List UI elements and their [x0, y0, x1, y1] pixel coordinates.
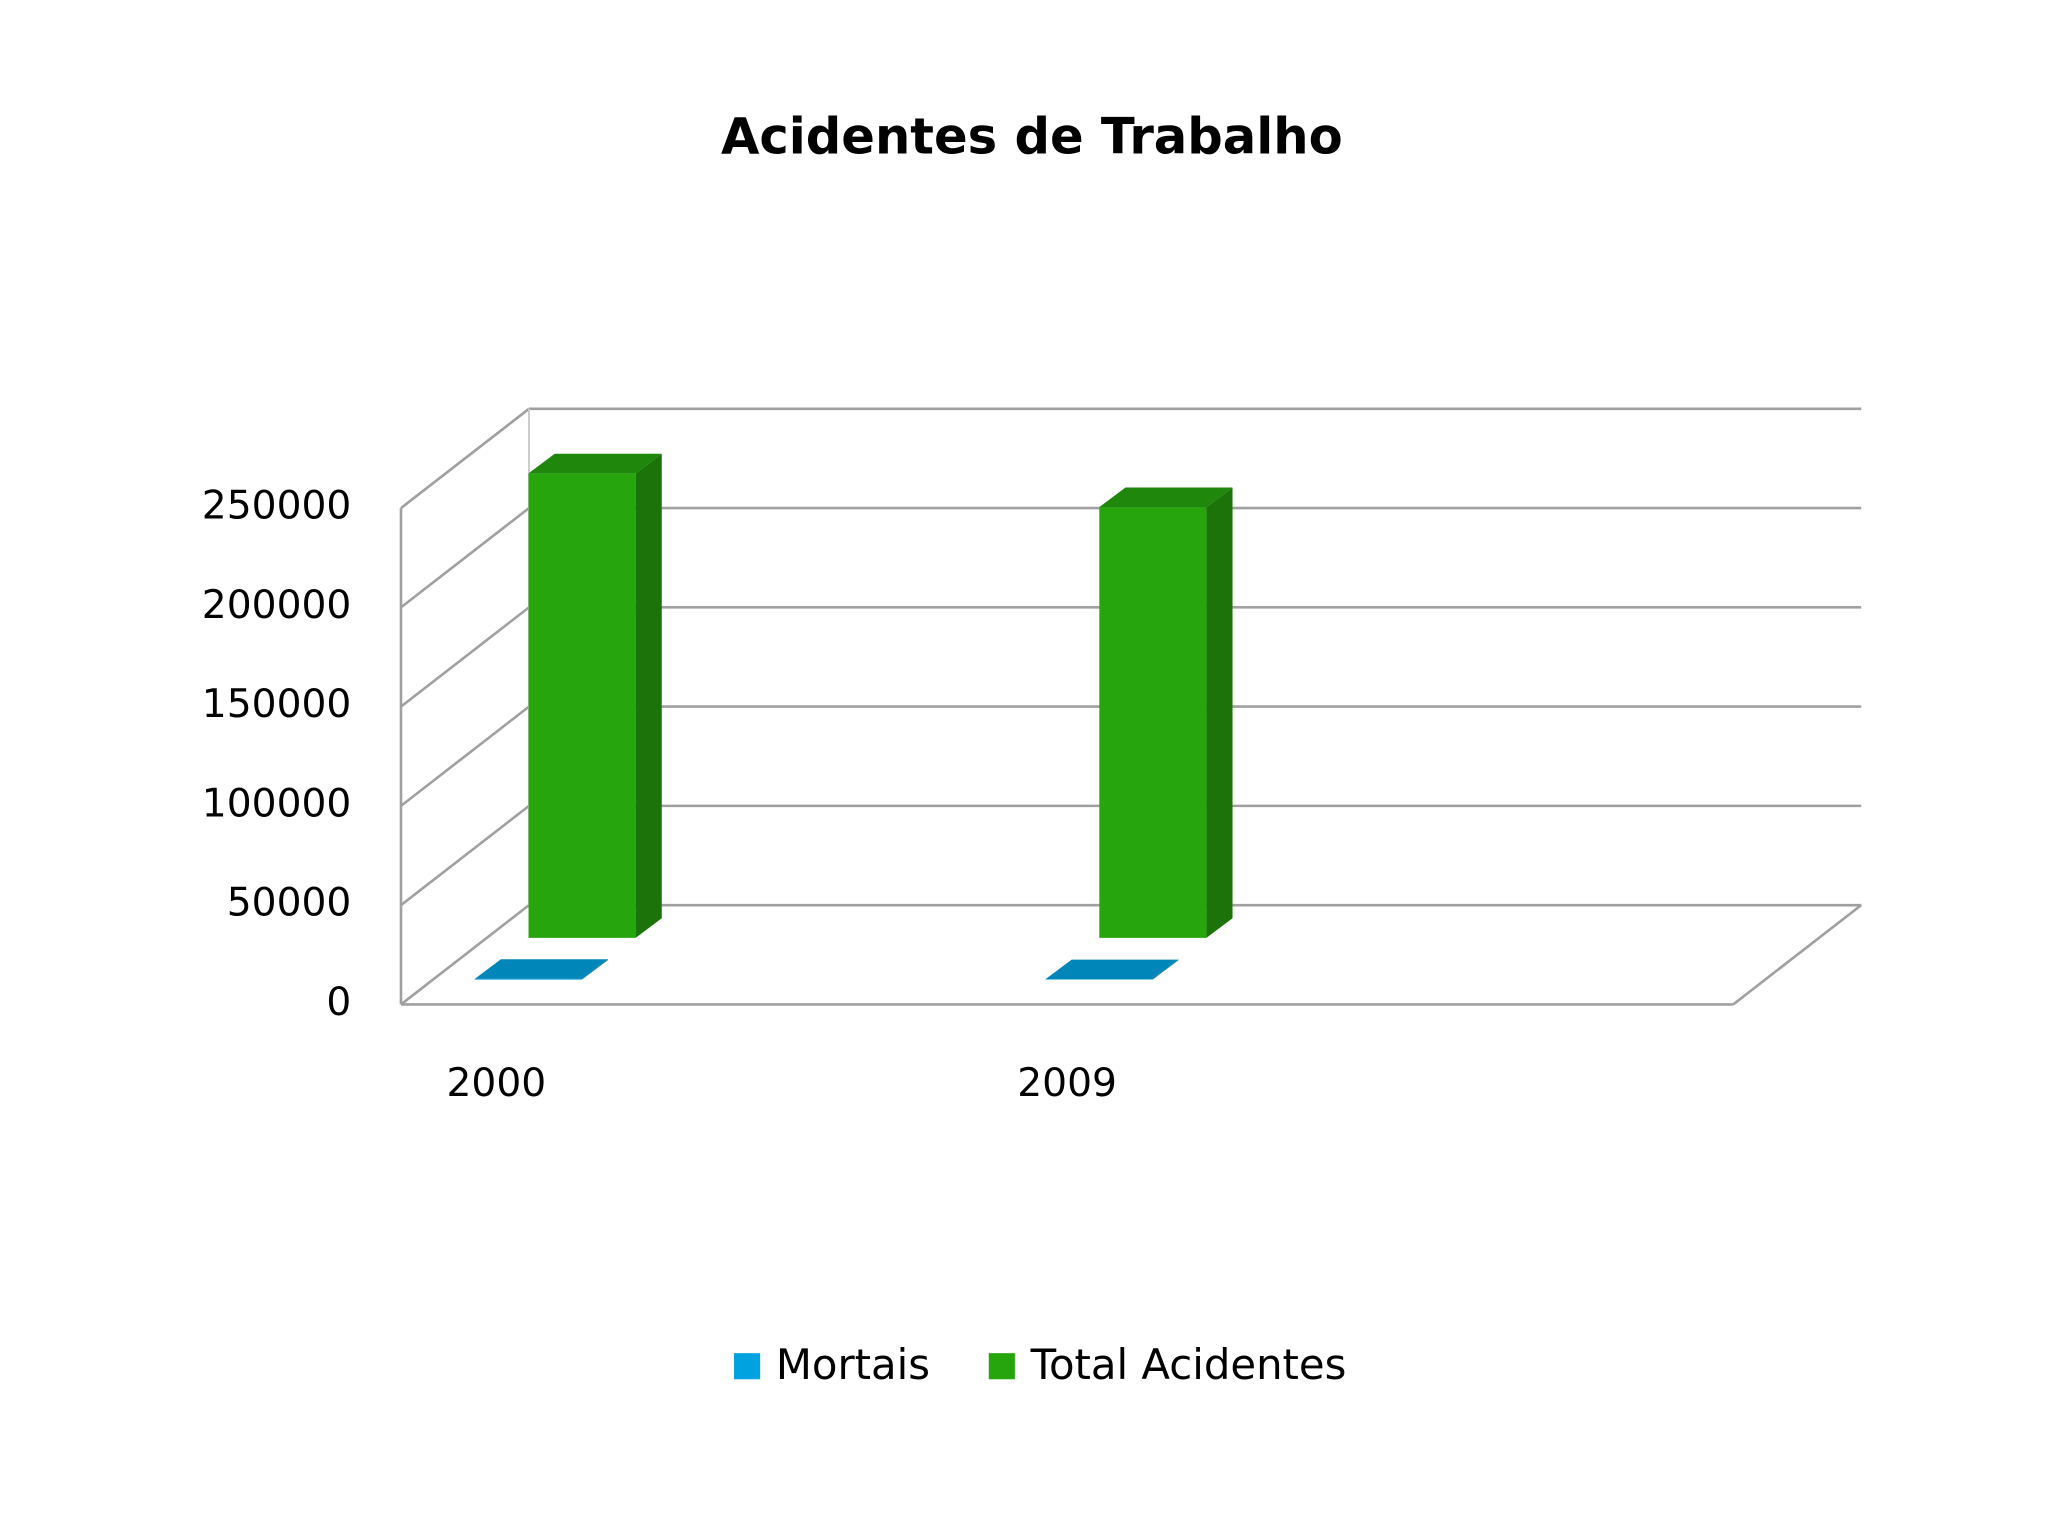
bar-front: [1099, 507, 1207, 938]
bar-top: [1099, 487, 1233, 508]
bar: [1099, 487, 1233, 938]
x-tick-label: 2000: [446, 1061, 546, 1106]
grid-line: [400, 904, 530, 1006]
legend-swatch: [988, 1353, 1015, 1380]
chart-title: Acidentes de Trabalho: [721, 107, 1343, 165]
bar: [1045, 959, 1179, 980]
floor-edge: [1732, 904, 1863, 1006]
bar-top: [474, 959, 608, 979]
bar-front: [528, 473, 636, 938]
grid-line: [400, 507, 530, 609]
legend-label: Total Acidentes: [1030, 1340, 1347, 1389]
bar-side: [1206, 487, 1233, 938]
y-tick-label: 0: [326, 980, 351, 1025]
bar-top: [1045, 959, 1179, 980]
grid-line: [400, 407, 530, 510]
bar: [528, 453, 662, 938]
bar-front: [474, 978, 582, 980]
y-tick-label: 150000: [202, 682, 352, 727]
bar-side: [581, 959, 608, 980]
x-tick-label: 2009: [1017, 1061, 1117, 1106]
grid-line: [400, 606, 530, 708]
bar-side: [1152, 959, 1179, 980]
grid-line: [400, 705, 530, 807]
y-tick-label: 100000: [202, 781, 352, 826]
bar-side: [635, 453, 662, 938]
grid-line: [400, 804, 530, 907]
y-tick-label: 200000: [202, 583, 352, 628]
bar-top: [528, 453, 662, 474]
y-tick-label: 50000: [227, 881, 352, 926]
legend-label: Mortais: [776, 1340, 930, 1389]
y-tick-label: 250000: [202, 484, 352, 529]
bar: [474, 959, 608, 980]
legend-swatch: [734, 1353, 761, 1380]
